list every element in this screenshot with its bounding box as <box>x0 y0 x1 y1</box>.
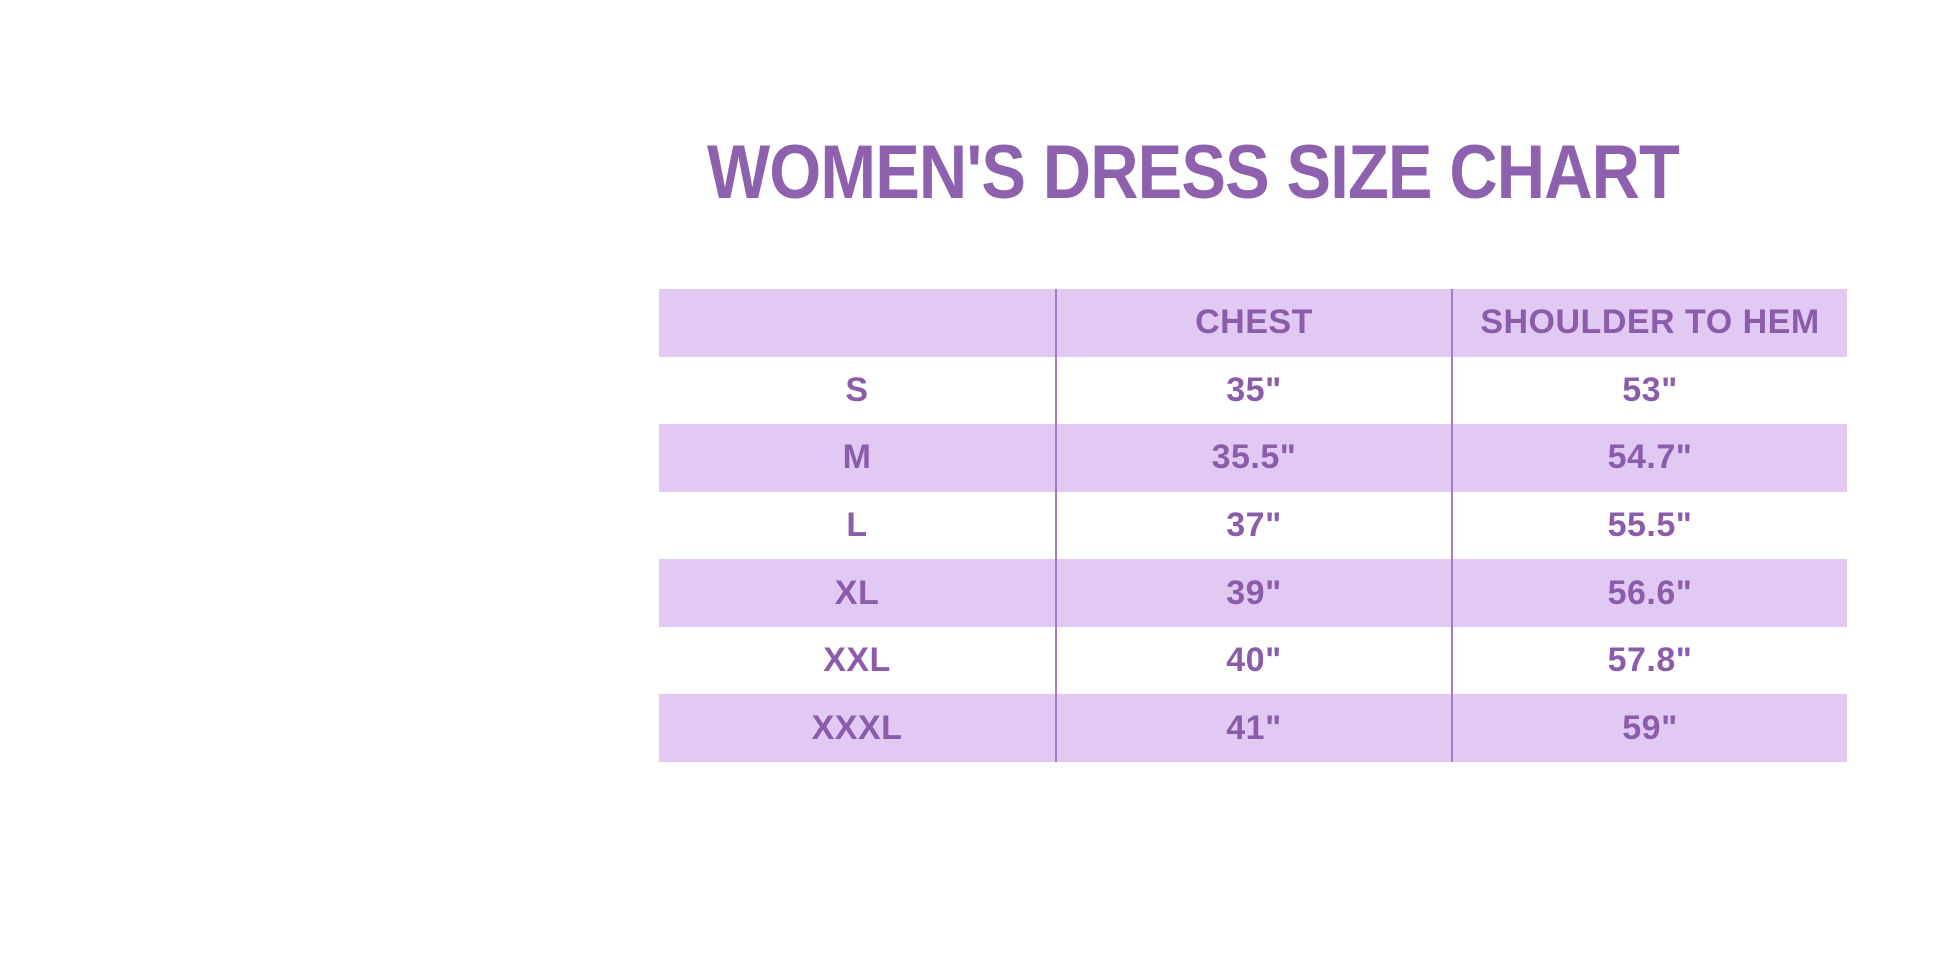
cell-chest: 37" <box>1055 491 1451 560</box>
cell-chest: 35" <box>1055 356 1451 425</box>
cell-size: XXXL <box>811 708 903 747</box>
header-cell-size <box>659 289 1055 357</box>
cell-size: XXL <box>823 641 891 680</box>
table-row-m: M 35.5" 54.7" <box>659 424 1847 492</box>
table-header-row: CHEST SHOULDER TO HEM <box>659 289 1847 357</box>
cell-size: XL <box>834 573 880 612</box>
cell-chest: 39" <box>1055 559 1451 627</box>
cell-chest: 41" <box>1055 694 1451 763</box>
cell-shoulder-to-hem: 56.6" <box>1451 559 1847 627</box>
cell-shoulder-to-hem: 59" <box>1451 694 1847 763</box>
header-cell-shoulder-to-hem: SHOULDER TO HEM <box>1451 289 1847 357</box>
cell-chest: 40" <box>1055 626 1451 695</box>
cell-size: M <box>842 438 872 477</box>
cell-shoulder-to-hem: 57.8" <box>1451 626 1847 695</box>
header-cell-chest: CHEST <box>1055 289 1451 357</box>
cell-shoulder-to-hem: 54.7" <box>1451 424 1847 492</box>
page-title: WOMEN'S DRESS SIZE CHART <box>706 129 1680 215</box>
size-chart-table: CHEST SHOULDER TO HEM S 35" 53" M 35.5" … <box>659 289 1847 763</box>
cell-chest: 35.5" <box>1055 424 1451 492</box>
cell-size: L <box>846 506 868 545</box>
table-row-xxl: XXL 40" 57.8" <box>659 626 1847 695</box>
table-row-s: S 35" 53" <box>659 356 1847 425</box>
table-row-l: L 37" 55.5" <box>659 491 1847 560</box>
cell-shoulder-to-hem: 55.5" <box>1451 491 1847 560</box>
cell-shoulder-to-hem: 53" <box>1451 356 1847 425</box>
cell-size: S <box>845 370 869 409</box>
table-row-xxxl: XXXL 41" 59" <box>659 694 1847 763</box>
table-row-xl: XL 39" 56.6" <box>659 559 1847 627</box>
